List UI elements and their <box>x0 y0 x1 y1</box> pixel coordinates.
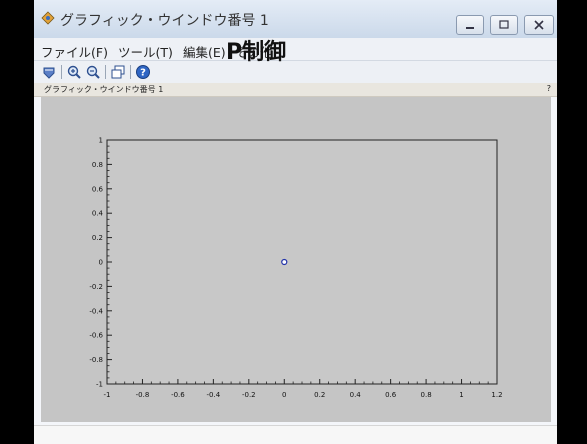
x-tick-label: 0.4 <box>350 391 362 399</box>
menu-bar: ファイル(F) ツール(T) 編集(E) その他 <box>34 38 557 60</box>
window-title: グラフィック・ウインドウ番号 1 <box>60 13 269 29</box>
x-tick-label: -0.6 <box>171 391 185 399</box>
y-tick-label: -0.8 <box>89 356 103 364</box>
y-tick-label: 0.6 <box>92 185 104 193</box>
y-tick-label: 0.4 <box>92 210 104 218</box>
close-icon <box>534 20 544 30</box>
zoom-out-icon[interactable] <box>85 64 101 80</box>
y-tick-label: -0.6 <box>89 332 103 340</box>
plot-area[interactable]: -1 -0.8 -0.6 -0.4 -0.2 0 0.2 0.4 0.6 0.8 1 1.2 -1 -0.… <box>41 97 551 422</box>
help-icon[interactable]: ? <box>135 64 151 80</box>
menu-file[interactable]: ファイル(F) <box>41 45 108 60</box>
data-point <box>281 258 288 266</box>
y-tick-label: 0 <box>99 259 103 267</box>
svg-text:?: ? <box>140 68 146 79</box>
x-tick-label: 0.2 <box>314 391 325 399</box>
x-tick-label: -1 <box>104 391 111 399</box>
y-tick-label: -0.2 <box>89 283 103 291</box>
x-tick-label: 1 <box>459 391 463 399</box>
x-tick-label: 1.2 <box>491 391 502 399</box>
x-tick-label: 0 <box>282 391 286 399</box>
axes-frame <box>106 139 498 385</box>
help-mark[interactable]: ? <box>546 84 551 93</box>
figure-label-bar: グラフィック・ウインドウ番号 1 ? <box>34 83 557 97</box>
restore-icon <box>499 20 509 29</box>
minimize-button[interactable] <box>456 15 484 35</box>
toolbar-separator <box>130 65 131 79</box>
y-tick-label: 0.8 <box>92 161 103 169</box>
toolbar-separator <box>105 65 106 79</box>
y-tick-label: -0.4 <box>89 307 103 315</box>
overlay-title: P制御 <box>226 40 287 65</box>
status-bar <box>34 425 557 444</box>
toolbar: ? <box>34 60 557 84</box>
zoom-in-icon[interactable] <box>66 64 82 80</box>
x-tick-label: -0.2 <box>242 391 256 399</box>
scilab-icon <box>41 11 55 25</box>
toolbar-separator <box>61 65 62 79</box>
restore-button[interactable] <box>490 15 518 35</box>
figure-label: グラフィック・ウインドウ番号 1 <box>44 85 164 94</box>
x-tick-label: -0.8 <box>136 391 150 399</box>
title-bar[interactable]: グラフィック・ウインドウ番号 1 <box>34 0 557 39</box>
x-tick-label: -0.4 <box>207 391 221 399</box>
y-tick-label: -1 <box>96 381 103 389</box>
graphic-window: グラフィック・ウインドウ番号 1 ファイル(F) ツール(T) 編集(E) その… <box>34 0 557 444</box>
minimize-icon <box>466 27 474 29</box>
x-tick-label: 0.6 <box>385 391 397 399</box>
rotate-icon[interactable] <box>41 64 57 80</box>
menu-tools[interactable]: ツール(T) <box>118 45 173 60</box>
close-button[interactable] <box>524 15 554 35</box>
x-tick-label: 0.8 <box>421 391 432 399</box>
menu-edit[interactable]: 編集(E) <box>183 45 226 60</box>
y-tick-label: 1 <box>99 137 103 145</box>
menu-other[interactable]: その他 <box>235 45 273 60</box>
plot-canvas[interactable]: -1 -0.8 -0.6 -0.4 -0.2 0 0.2 0.4 0.6 0.8 1 1.2 -1 -0.… <box>41 97 551 422</box>
window-icon[interactable] <box>110 64 126 80</box>
y-tick-label: 0.2 <box>92 234 103 242</box>
